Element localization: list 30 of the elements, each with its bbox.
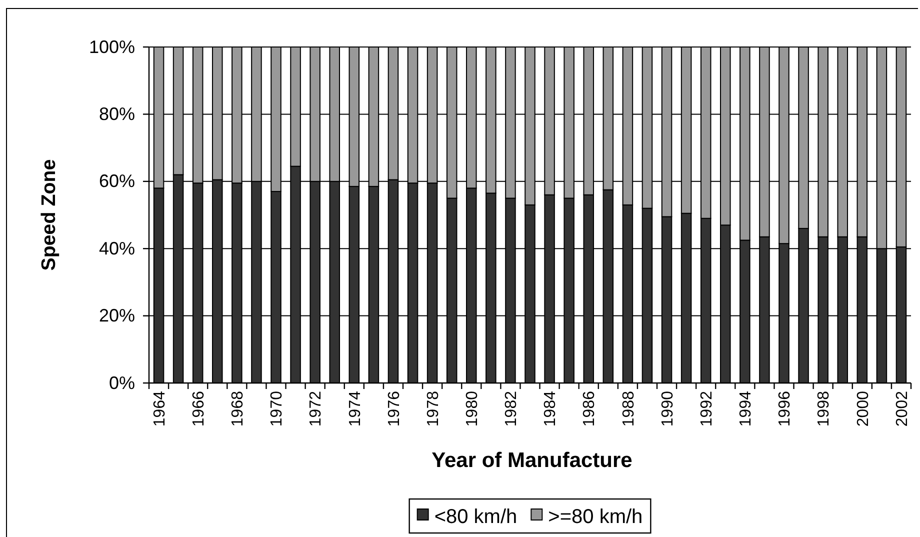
x-tick-label: 1970 xyxy=(268,390,286,427)
y-tick-label: 20% xyxy=(98,306,135,326)
y-tick-label: 100% xyxy=(88,36,135,57)
y-axis-title: Speed Zone xyxy=(38,159,60,271)
x-axis-title: Year of Manufacture xyxy=(432,449,632,472)
x-tick-label: 1968 xyxy=(230,390,247,427)
x-tick-label: 1988 xyxy=(620,390,638,427)
x-tick-label: 1984 xyxy=(542,390,560,427)
x-tick-label: 1978 xyxy=(424,390,442,427)
legend-label: >=80 km/h xyxy=(548,506,643,528)
x-tick-label: 1990 xyxy=(659,390,676,427)
y-tick-label: 40% xyxy=(98,238,135,258)
legend-label: <80 km/h xyxy=(434,506,518,528)
x-tick-label: 1998 xyxy=(816,390,833,427)
x-tick-label: 1980 xyxy=(464,390,481,427)
x-tick-label: 1976 xyxy=(386,390,403,427)
x-tick-label: 1974 xyxy=(346,390,364,427)
x-tick-label: 2000 xyxy=(854,390,872,427)
x-tick-label: 1982 xyxy=(503,390,520,427)
x-tick-label: 2002 xyxy=(894,390,911,427)
x-tick-label: 1992 xyxy=(698,390,716,427)
y-tick-label: 60% xyxy=(98,171,135,192)
x-tick-label: 1996 xyxy=(776,390,794,427)
x-tick-label: 1964 xyxy=(151,390,168,427)
x-tick-label: 1966 xyxy=(190,390,208,427)
y-tick-label: 0% xyxy=(108,372,135,393)
x-tick-label: 1994 xyxy=(738,390,755,427)
x-tick-label: 1986 xyxy=(581,390,598,427)
y-tick-label: 80% xyxy=(98,104,135,124)
x-tick-label: 1972 xyxy=(308,390,325,427)
